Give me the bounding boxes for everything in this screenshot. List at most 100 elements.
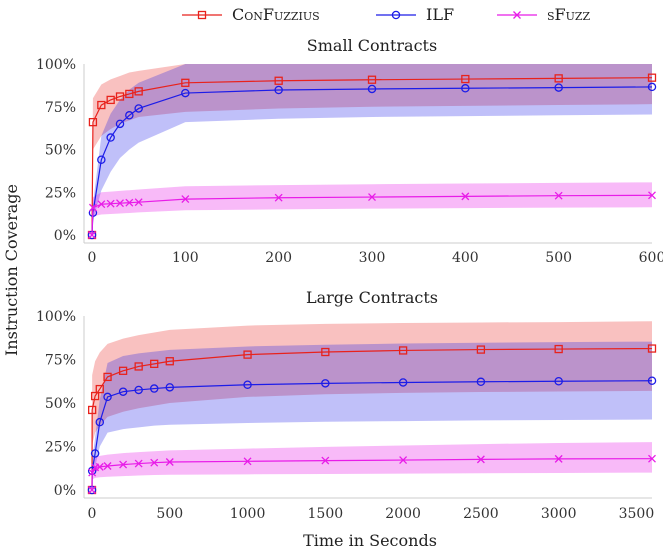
data-point-sfuzz [648,191,656,200]
data-point-confuzzius [88,117,98,127]
y-tick-label: 50% [45,396,76,412]
x-tick-label: 1000 [230,506,266,522]
data-point-confuzzius [321,347,330,357]
y-tick-label: 0% [54,228,76,244]
data-point-sfuzz [554,191,563,200]
data-point-confuzzius [106,95,115,105]
band-sfuzz [92,442,652,490]
legend-marker-circle-icon [391,10,401,20]
data-point-ilf [321,379,330,388]
y-tick-label: 75% [45,353,76,369]
x-tick-label: 100 [172,250,199,266]
data-point-ilf [647,376,657,385]
data-point-sfuzz [106,199,115,208]
legend-item-confuzzius: ConFuzzius [182,5,320,24]
data-point-confuzzius [88,405,97,415]
data-point-sfuzz [134,198,143,207]
data-point-ilf [274,85,283,95]
legend: ConFuzzius ILF sFuzz [182,5,591,24]
y-axis-label: Instruction Coverage [2,184,21,356]
data-point-sfuzz [88,486,96,494]
data-point-ilf [165,383,175,392]
data-point-ilf [476,377,486,387]
legend-marker-x-icon [513,11,521,19]
data-point-sfuzz [274,193,283,202]
x-tick-label: 3500 [619,506,655,522]
data-point-ilf [398,378,408,387]
data-point-ilf [554,376,563,386]
data-point-ilf [118,387,128,396]
legend-label: ILF [426,5,454,24]
data-point-ilf [243,380,252,389]
data-point-sfuzz [125,198,134,207]
data-point-confuzzius [103,372,112,382]
data-point-confuzzius [134,87,143,96]
data-point-confuzzius [181,78,190,87]
data-point-sfuzz [88,231,96,239]
panel-title: Large Contracts [306,288,438,307]
panel-title: Small Contracts [307,36,437,55]
band-ilf [92,64,652,235]
data-point-sfuzz [165,458,174,466]
band-sfuzz [92,182,652,235]
data-point-ilf [103,392,112,402]
x-tick-label: 3000 [541,506,577,522]
data-point-ilf [461,84,470,93]
y-tick-label: 50% [45,143,76,159]
data-point-sfuzz [134,459,143,468]
data-point-confuzzius [118,366,128,375]
series-line-confuzzius [91,347,653,491]
data-point-ilf [647,82,657,92]
legend-item-sfuzz: sFuzz [497,5,591,24]
data-point-sfuzz [103,462,112,470]
x-tick-label: 1500 [308,506,344,522]
data-point-confuzzius [461,74,470,84]
data-point-ilf [90,449,100,458]
data-point-ilf [149,384,159,393]
data-point-ilf [125,111,134,120]
data-point-confuzzius [97,100,106,110]
y-tick-label: 0% [54,483,76,499]
y-tick-label: 25% [45,440,76,456]
x-tick-label: 500 [545,250,572,266]
data-point-sfuzz [97,200,106,209]
data-point-confuzzius [554,74,563,83]
data-point-sfuzz [321,456,330,465]
data-point-confuzzius [243,350,252,359]
legend-label: ConFuzzius [232,5,320,24]
x-tick-label: 300 [359,250,386,266]
data-point-ilf [554,83,563,92]
data-point-sfuzz [554,454,563,463]
y-tick-label: 75% [45,100,76,116]
series-line-confuzzius [91,77,653,236]
data-point-confuzzius [150,359,159,369]
legend-item-ilf: ILF [376,5,454,24]
data-point-ilf [134,104,143,113]
x-tick-label: 200 [265,250,292,266]
data-point-sfuzz [648,454,656,463]
data-point-confuzzius [647,73,657,82]
data-point-ilf [115,119,125,129]
data-point-confuzzius [134,362,143,371]
legend-marker-square-icon [197,10,207,20]
x-tick-label: 500 [156,506,183,522]
x-tick-label: 0 [88,506,97,522]
data-point-sfuzz [243,457,252,466]
x-tick-label: 600 [639,250,663,266]
data-point-confuzzius [274,76,283,85]
data-point-ilf [95,417,105,427]
data-point-sfuzz [119,460,128,469]
data-point-ilf [367,84,377,94]
data-point-confuzzius [115,92,125,101]
data-point-sfuzz [116,199,124,208]
data-point-sfuzz [399,456,408,465]
data-point-confuzzius [90,391,100,401]
x-tick-label: 400 [452,250,479,266]
data-point-confuzzius [367,75,377,84]
data-point-confuzzius [554,344,563,354]
panel-small-contracts: Small Contracts 0% 25% 50% 75% 100% 0 100 200 300… [36,36,663,266]
data-point-confuzzius [125,89,134,99]
data-point-ilf [181,88,190,98]
data-point-confuzzius [95,384,104,394]
